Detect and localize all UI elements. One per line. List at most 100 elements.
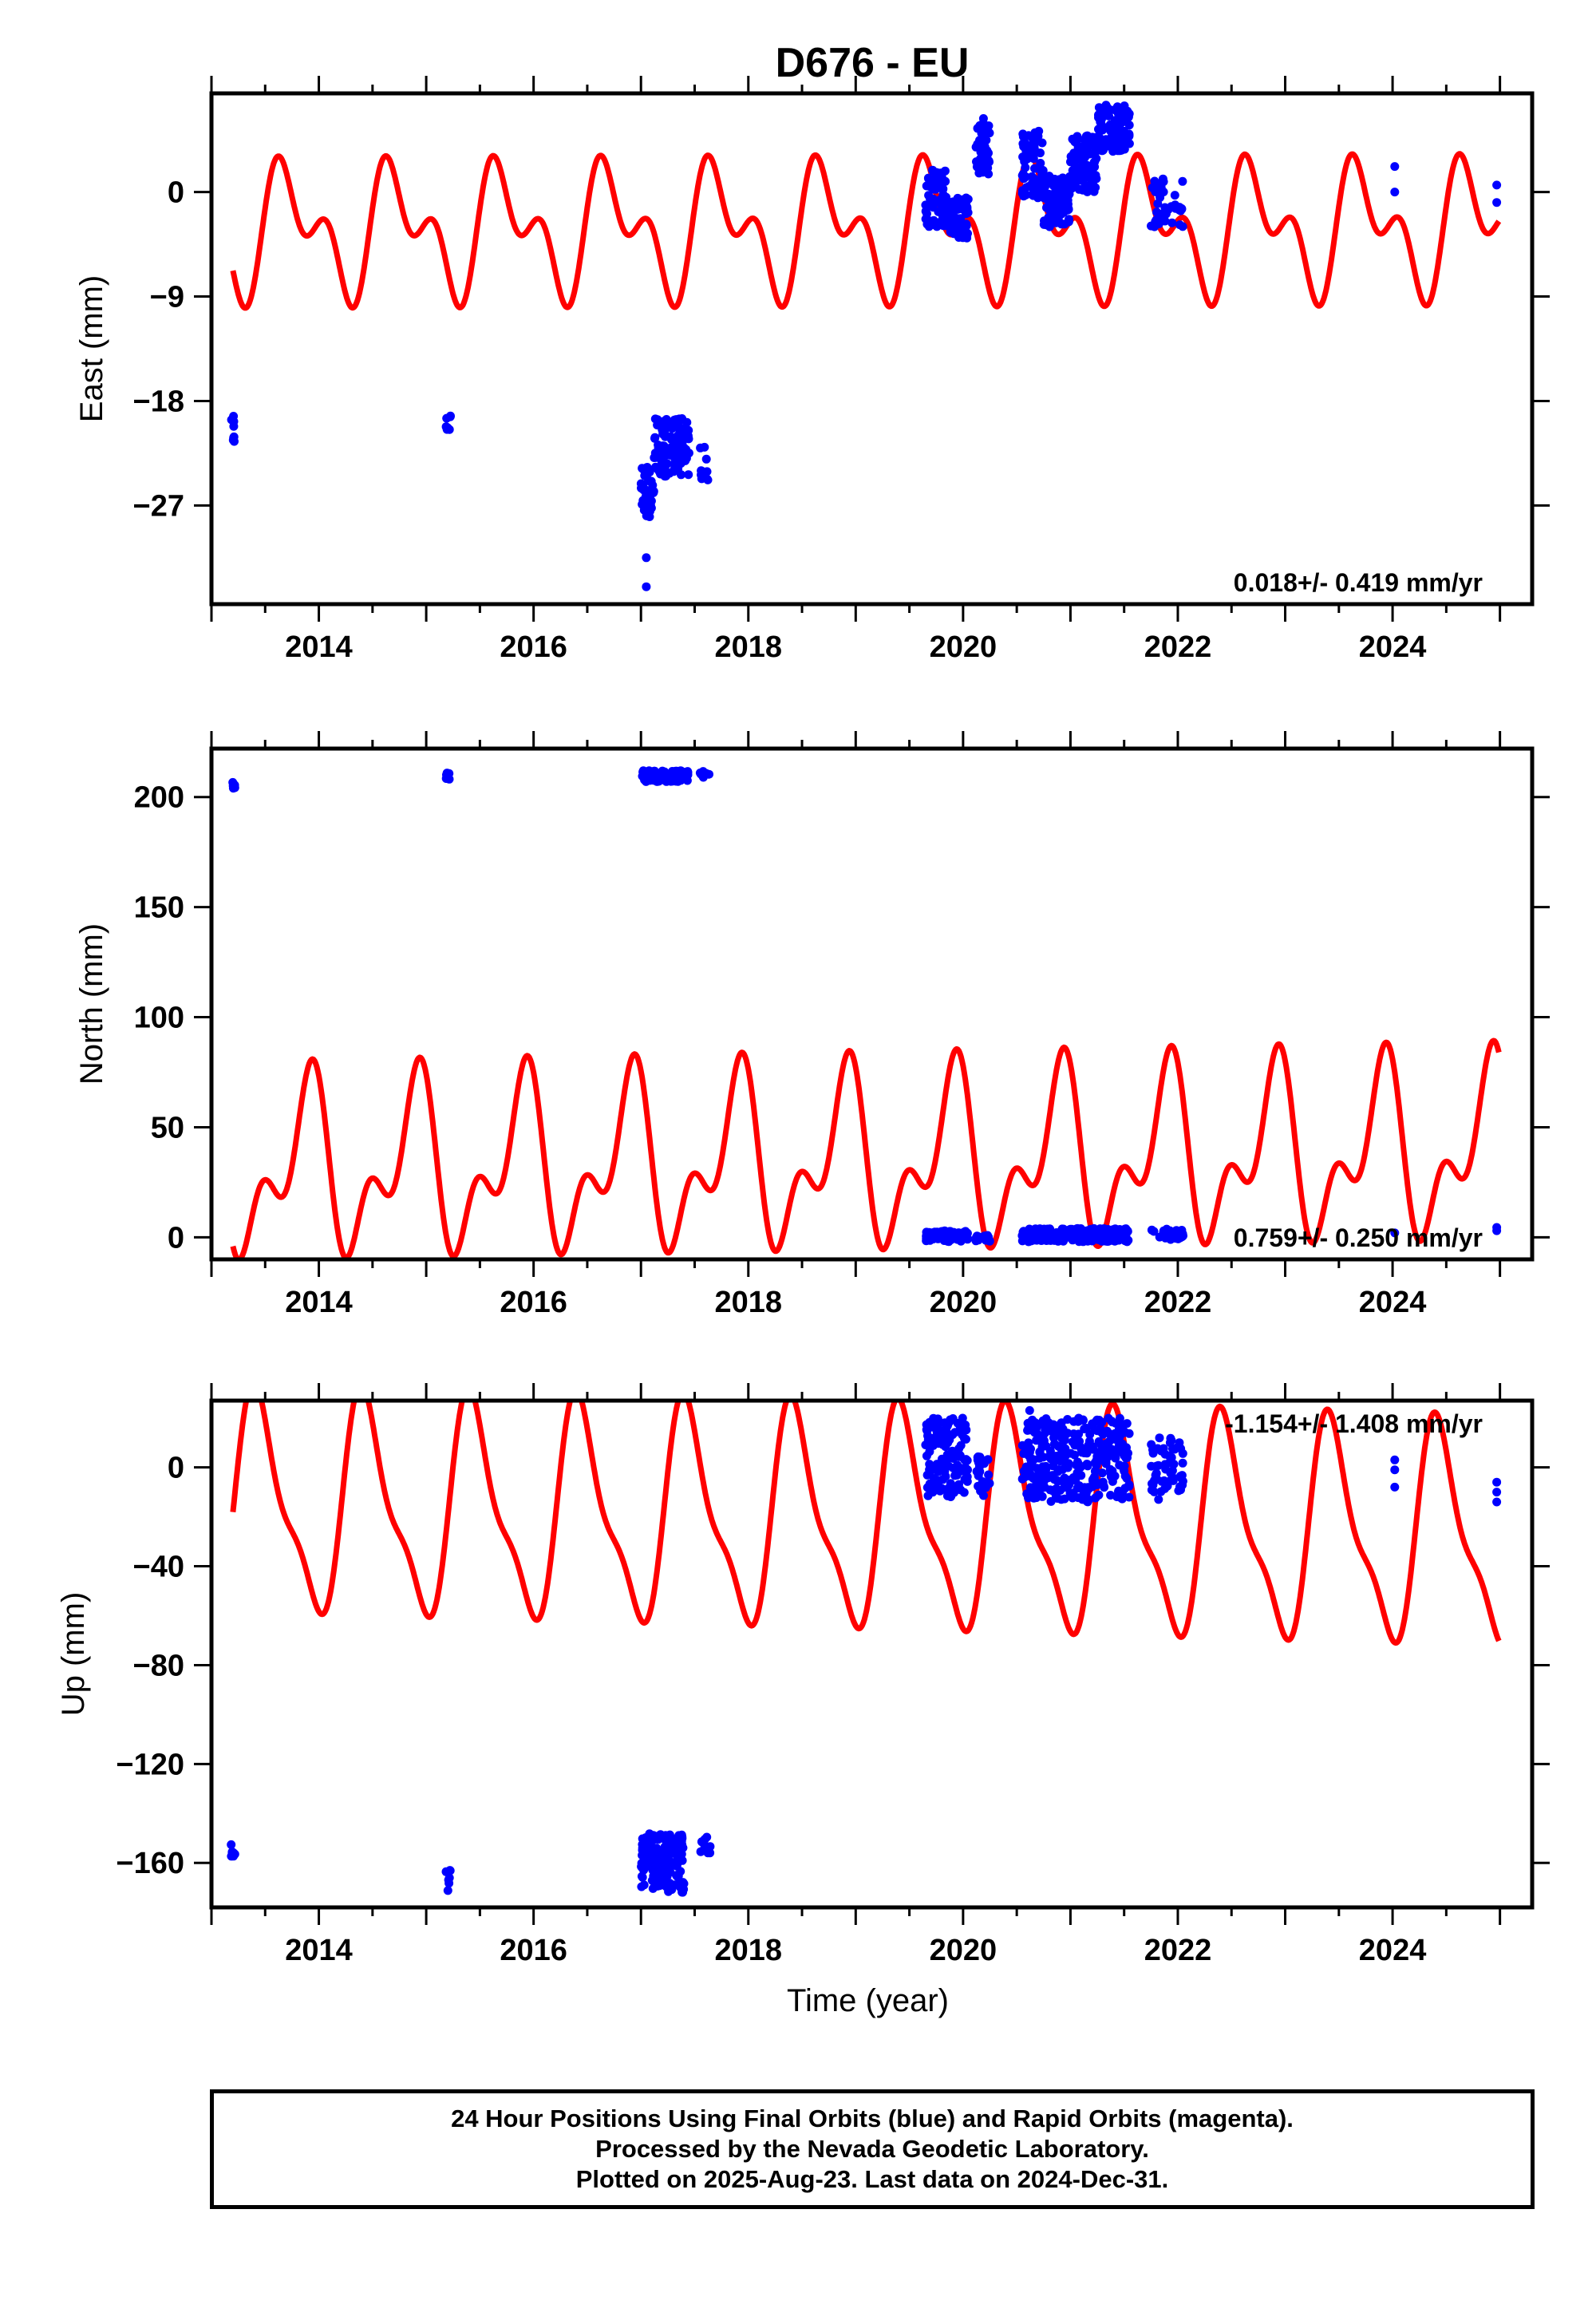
data-point bbox=[955, 1463, 965, 1472]
model-curve-north bbox=[230, 1037, 1502, 1259]
data-point bbox=[1059, 1453, 1069, 1463]
data-point bbox=[1029, 1455, 1038, 1464]
data-point bbox=[1071, 156, 1080, 164]
data-point bbox=[645, 512, 654, 521]
data-point bbox=[1070, 1450, 1080, 1460]
data-point bbox=[1049, 1486, 1058, 1496]
data-point bbox=[1025, 1231, 1034, 1241]
data-point bbox=[1147, 1485, 1156, 1495]
data-point bbox=[981, 1235, 990, 1245]
data-point bbox=[1032, 192, 1041, 201]
data-point bbox=[1052, 1452, 1061, 1460]
rate-label-north: 0.759+/- 0.250 mm/yr bbox=[1234, 1223, 1483, 1252]
data-point bbox=[1077, 1471, 1086, 1480]
data-point bbox=[1178, 1458, 1187, 1468]
data-point bbox=[230, 783, 239, 792]
data-point bbox=[1167, 1452, 1176, 1462]
x-tick-label: 2014 bbox=[285, 630, 353, 664]
panel-frame-north bbox=[209, 746, 1535, 1262]
data-point bbox=[1025, 1405, 1034, 1415]
data-point bbox=[671, 766, 681, 776]
data-point bbox=[651, 453, 661, 462]
data-point bbox=[1156, 1446, 1166, 1456]
data-point bbox=[638, 766, 648, 776]
data-point bbox=[937, 184, 946, 193]
data-point bbox=[654, 463, 663, 472]
data-point bbox=[661, 1873, 670, 1883]
data-point bbox=[654, 1859, 663, 1868]
data-point bbox=[1041, 217, 1051, 227]
data-point bbox=[1116, 1493, 1126, 1503]
data-point bbox=[1039, 1482, 1049, 1492]
data-point bbox=[1173, 1234, 1183, 1243]
data-point bbox=[1042, 203, 1051, 212]
data-point bbox=[1071, 172, 1080, 181]
data-point bbox=[1169, 1460, 1179, 1469]
data-point bbox=[942, 192, 951, 202]
data-point bbox=[1106, 1491, 1116, 1500]
data-point bbox=[1091, 1466, 1100, 1476]
data-point bbox=[1124, 132, 1134, 141]
data-point bbox=[1058, 200, 1068, 210]
data-point bbox=[1167, 1436, 1176, 1445]
data-point bbox=[1022, 1489, 1032, 1499]
data-point bbox=[443, 1886, 452, 1895]
data-point bbox=[946, 1227, 955, 1236]
data-point bbox=[696, 1847, 705, 1856]
data-point bbox=[1167, 218, 1177, 227]
y-tick-label: 150 bbox=[134, 891, 184, 925]
data-point bbox=[1154, 1495, 1163, 1504]
data-point bbox=[1097, 1480, 1106, 1489]
data-point bbox=[1101, 135, 1111, 144]
data-point bbox=[924, 174, 934, 184]
data-point bbox=[1116, 131, 1125, 140]
data-point bbox=[924, 1227, 934, 1237]
data-point bbox=[952, 1470, 962, 1480]
data-point bbox=[1096, 1448, 1106, 1458]
data-point bbox=[1084, 1437, 1094, 1446]
data-point bbox=[1083, 1497, 1092, 1507]
data-point bbox=[1041, 1461, 1050, 1471]
data-point bbox=[670, 1841, 680, 1851]
data-point bbox=[1492, 1477, 1502, 1487]
data-point bbox=[663, 1840, 673, 1849]
data-point bbox=[1122, 1473, 1132, 1483]
panel-frame-up bbox=[209, 1398, 1535, 1910]
data-point bbox=[642, 1844, 652, 1853]
y-axis-label-east: East (mm) bbox=[74, 275, 109, 422]
data-point bbox=[642, 582, 651, 591]
y-tick-label: 100 bbox=[134, 1002, 184, 1035]
data-point bbox=[672, 1871, 681, 1881]
y-tick-label: 200 bbox=[134, 781, 184, 815]
chart-title: D676 - EU bbox=[776, 40, 970, 86]
data-point bbox=[1108, 1417, 1117, 1427]
data-point bbox=[1088, 1445, 1098, 1454]
data-point bbox=[1160, 1460, 1170, 1469]
data-point bbox=[1159, 1226, 1168, 1235]
data-point bbox=[1092, 1426, 1102, 1436]
data-point bbox=[1171, 204, 1180, 213]
data-point bbox=[1093, 1227, 1103, 1236]
data-point bbox=[1068, 180, 1077, 190]
data-point bbox=[1051, 201, 1060, 211]
panel-up: 2014 2016 2018 2020 2022 2024 0 −40 −80 −120 −160 U… bbox=[56, 1383, 1550, 2018]
x-tick-label: 2016 bbox=[500, 1286, 567, 1319]
data-point bbox=[1390, 1465, 1400, 1475]
footer-line-plotted: Plotted on 2025-Aug-23. Last data on 202… bbox=[575, 2165, 1169, 2193]
data-point bbox=[1097, 1468, 1107, 1478]
data-point bbox=[928, 165, 938, 175]
data-point bbox=[653, 415, 662, 425]
data-point bbox=[1106, 1231, 1116, 1240]
plot-area-east bbox=[227, 101, 1502, 591]
data-point bbox=[1083, 1461, 1092, 1471]
data-point bbox=[1036, 148, 1045, 158]
data-point bbox=[1120, 1466, 1129, 1476]
data-point bbox=[1097, 1456, 1107, 1465]
data-point bbox=[1043, 1425, 1053, 1435]
data-point bbox=[1017, 1236, 1027, 1246]
data-point bbox=[923, 1491, 933, 1500]
data-point bbox=[1072, 1460, 1080, 1470]
x-tick-label: 2020 bbox=[930, 1934, 998, 1967]
data-point bbox=[1040, 174, 1049, 184]
data-point bbox=[1046, 1496, 1056, 1506]
